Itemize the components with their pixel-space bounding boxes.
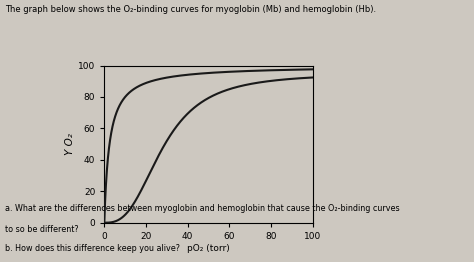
Text: The graph below shows the O₂-binding curves for myoglobin (Mb) and hemoglobin (H: The graph below shows the O₂-binding cur…	[5, 5, 376, 14]
Text: to so be different?: to so be different?	[5, 225, 78, 234]
X-axis label: pO₂ (torr): pO₂ (torr)	[187, 243, 230, 253]
Text: a. What are the differences between myoglobin and hemoglobin that cause the O₂-b: a. What are the differences between myog…	[5, 204, 400, 213]
Text: b. How does this difference keep you alive?: b. How does this difference keep you ali…	[5, 244, 180, 253]
Y-axis label: Y O₂: Y O₂	[65, 133, 75, 155]
